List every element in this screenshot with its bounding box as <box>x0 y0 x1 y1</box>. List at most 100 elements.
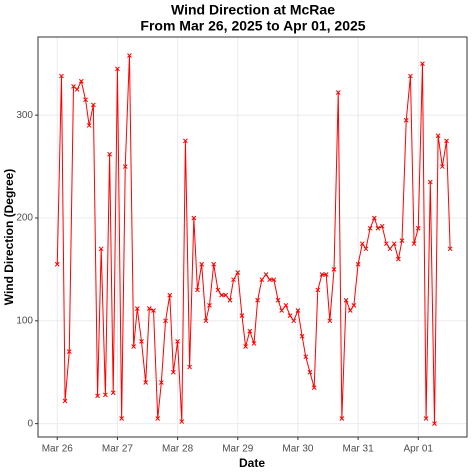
data-point <box>110 390 116 396</box>
data-point <box>335 90 341 95</box>
data-point <box>139 339 144 344</box>
data-point <box>371 215 377 221</box>
data-point <box>408 73 413 79</box>
data-point <box>179 419 185 424</box>
data-point <box>295 308 301 313</box>
data-point <box>327 318 333 324</box>
data-point <box>375 225 381 231</box>
data-point <box>86 123 92 128</box>
data-point <box>423 416 429 421</box>
data-point <box>403 117 409 123</box>
y-axis-title: Wind Direction (Degree) <box>2 169 16 306</box>
data-point <box>319 272 325 277</box>
data-point <box>331 267 337 272</box>
x-tick-label: Mar 26 <box>42 444 74 455</box>
data-point <box>391 241 397 247</box>
data-point <box>439 164 445 169</box>
data-point <box>171 369 176 375</box>
data-point <box>299 333 305 339</box>
data-point <box>271 277 277 283</box>
x-tick-label: Mar 29 <box>222 444 254 455</box>
data-point <box>191 215 197 221</box>
data-point <box>363 246 369 252</box>
data-point <box>255 297 260 303</box>
data-point <box>351 303 357 308</box>
data-point <box>71 84 76 89</box>
data-point <box>203 318 209 324</box>
data-point <box>323 272 329 277</box>
data-point <box>420 61 425 67</box>
data-point <box>195 287 200 293</box>
data-point <box>259 277 265 283</box>
y-tick-label: 100 <box>16 315 33 326</box>
data-point <box>59 73 64 79</box>
panel-border <box>37 36 468 438</box>
data-point <box>387 246 393 252</box>
data-point <box>62 398 68 404</box>
data-point <box>131 344 137 349</box>
data-point <box>231 277 236 283</box>
data-point <box>399 238 405 243</box>
data-point <box>411 241 417 247</box>
data-point <box>158 380 164 385</box>
data-point <box>367 225 373 231</box>
x-tick-label: Mar 27 <box>102 444 134 455</box>
data-point <box>175 339 180 344</box>
chart-title: Wind Direction at McRae <box>171 2 335 18</box>
data-point <box>311 385 317 390</box>
data-point <box>287 313 293 319</box>
data-point <box>435 133 441 139</box>
data-point <box>379 223 385 229</box>
y-tick-label: 300 <box>16 110 33 121</box>
x-tick-label: Mar 28 <box>162 444 194 455</box>
data-point <box>155 416 161 421</box>
data-point <box>122 164 128 169</box>
data-point <box>291 318 297 324</box>
data-point <box>263 272 269 277</box>
data-point <box>247 328 253 334</box>
data-point <box>199 261 205 267</box>
data-point <box>134 306 140 311</box>
data-point <box>187 364 192 370</box>
data-point <box>74 87 80 92</box>
data-point <box>215 287 221 293</box>
data-point <box>243 344 248 349</box>
data-point <box>279 308 285 313</box>
data-point <box>275 297 281 303</box>
data-point <box>444 138 449 144</box>
data-point <box>223 292 229 298</box>
x-axis-title: Date <box>239 456 265 470</box>
data-point <box>447 246 453 252</box>
data-point <box>83 97 88 103</box>
data-point <box>355 261 361 267</box>
data-point <box>146 306 152 311</box>
data-point <box>283 303 289 308</box>
data-point <box>78 78 84 84</box>
data-point <box>432 421 437 426</box>
data-point <box>427 179 433 185</box>
data-point <box>384 241 389 247</box>
data-point <box>303 354 309 360</box>
data-point <box>107 151 112 157</box>
data-point <box>115 66 120 72</box>
data-point <box>343 297 349 303</box>
data-point <box>151 308 156 313</box>
data-point <box>251 341 257 346</box>
data-point <box>239 313 245 319</box>
data-point <box>347 308 353 313</box>
data-point <box>339 416 345 421</box>
x-tick-label: Mar 30 <box>282 444 314 455</box>
data-point <box>359 241 365 247</box>
data-point <box>127 53 132 58</box>
data-point <box>219 292 224 298</box>
data-point <box>307 369 313 375</box>
data-point <box>396 256 401 262</box>
data-point <box>98 246 104 252</box>
data-point <box>211 261 217 267</box>
data-point <box>91 102 96 108</box>
data-point <box>415 225 421 231</box>
data-point <box>119 416 124 421</box>
data-point <box>143 380 149 385</box>
